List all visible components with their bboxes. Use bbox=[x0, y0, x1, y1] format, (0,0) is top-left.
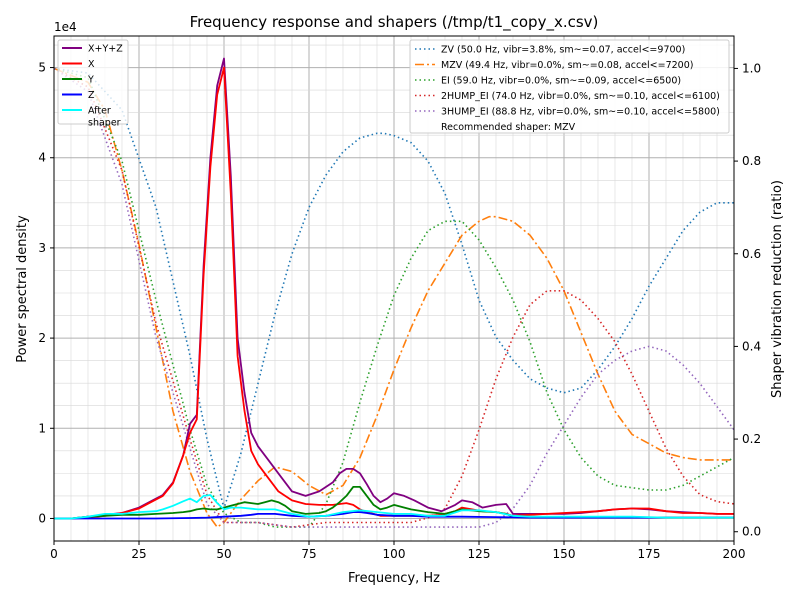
y2-tick-label: 0.8 bbox=[742, 154, 761, 168]
legend-right-label-4: 3HUMP_EI (88.8 Hz, vibr=0.0%, sm~=0.10, … bbox=[441, 107, 720, 118]
legend-left-label-4: After shaper bbox=[88, 106, 121, 129]
legend-left-box bbox=[57, 39, 129, 125]
y2-tick-label: 0.6 bbox=[742, 247, 761, 261]
psd-series-line-2 bbox=[54, 485, 734, 520]
legend-right-label-1: MZV (49.4 Hz, vibr=0.0%, sm~=0.08, accel… bbox=[441, 60, 693, 71]
y-tick-label: 1 bbox=[38, 421, 46, 435]
y2-axis-label: Shaper vibration reduction (ratio) bbox=[770, 180, 785, 398]
y-offset-label: 1e4 bbox=[54, 20, 77, 34]
x-tick-label: 25 bbox=[131, 547, 146, 561]
legend-left-label-line: shaper bbox=[88, 118, 121, 129]
legend-left-label-line: Y bbox=[87, 75, 94, 86]
y2-tick-label: 0.2 bbox=[742, 432, 761, 446]
y-axis-right: 0.0 0.2 0.4 0.6 0.8 1.0 bbox=[734, 61, 761, 539]
legend-left-label-line: Z bbox=[88, 90, 95, 101]
legend-left: X+Y+Z XYZ After shaper bbox=[57, 39, 129, 129]
y2-tick-label: 0.4 bbox=[742, 339, 761, 353]
legend-right-label-2: EI (59.0 Hz, vibr=0.0%, sm~=0.09, accel<… bbox=[441, 76, 681, 87]
x-tick-label: 150 bbox=[553, 547, 576, 561]
x-tick-label: 200 bbox=[723, 547, 746, 561]
psd-series-line-4 bbox=[54, 494, 734, 520]
chart-title: Frequency response and shapers (/tmp/t1_… bbox=[190, 13, 599, 32]
y2-tick-label: 0.0 bbox=[742, 525, 761, 539]
shaper-series-line-1 bbox=[53, 67, 734, 529]
legend-right-label-0: ZV (50.0 Hz, vibr=3.8%, sm~=0.07, accel<… bbox=[441, 45, 685, 56]
shaper-curves bbox=[53, 67, 735, 529]
x-axis: 0 25 50 75 100 125 150 175 200 bbox=[50, 541, 745, 561]
legend-right: ZV (50.0 Hz, vibr=3.8%, sm~=0.07, accel<… bbox=[409, 39, 730, 134]
legend-left-label-line: X+Y+Z bbox=[88, 44, 123, 55]
legend-left-label-line: After bbox=[88, 106, 111, 117]
y-axis-left: 0 1 2 3 4 5 bbox=[38, 61, 54, 525]
legend-left-label-0: X+Y+Z bbox=[88, 44, 123, 55]
y2-tick-label: 1.0 bbox=[742, 61, 761, 75]
psd-series-line-1 bbox=[54, 66, 734, 520]
legend-right-label-3: 2HUMP_EI (74.0 Hz, vibr=0.0%, sm~=0.10, … bbox=[441, 91, 720, 102]
y-axis-label: Power spectral density bbox=[15, 215, 30, 363]
legend-left-label-line: X bbox=[88, 59, 95, 70]
x-tick-label: 50 bbox=[216, 547, 231, 561]
y-tick-label: 0 bbox=[38, 511, 46, 525]
x-tick-label: 100 bbox=[383, 547, 406, 561]
recommendation-label: Recommended shaper: MZV bbox=[441, 122, 576, 133]
legend-left-label-3: Z bbox=[88, 90, 95, 101]
x-axis-label: Frequency, Hz bbox=[348, 571, 440, 586]
x-tick-label: 175 bbox=[638, 547, 661, 561]
y-tick-label: 2 bbox=[38, 331, 46, 345]
y-tick-label: 3 bbox=[38, 241, 46, 255]
legend-right-box bbox=[409, 39, 730, 134]
legend-left-label-1: X bbox=[88, 59, 95, 70]
x-tick-label: 125 bbox=[468, 547, 491, 561]
shaper-series-line-4 bbox=[53, 67, 735, 528]
x-tick-label: 0 bbox=[50, 547, 58, 561]
y-tick-label: 5 bbox=[38, 61, 46, 75]
y-tick-label: 4 bbox=[38, 151, 46, 165]
psd-curves bbox=[54, 57, 734, 520]
x-tick-label: 75 bbox=[301, 547, 316, 561]
legend-left-label-2: Y bbox=[87, 75, 94, 86]
